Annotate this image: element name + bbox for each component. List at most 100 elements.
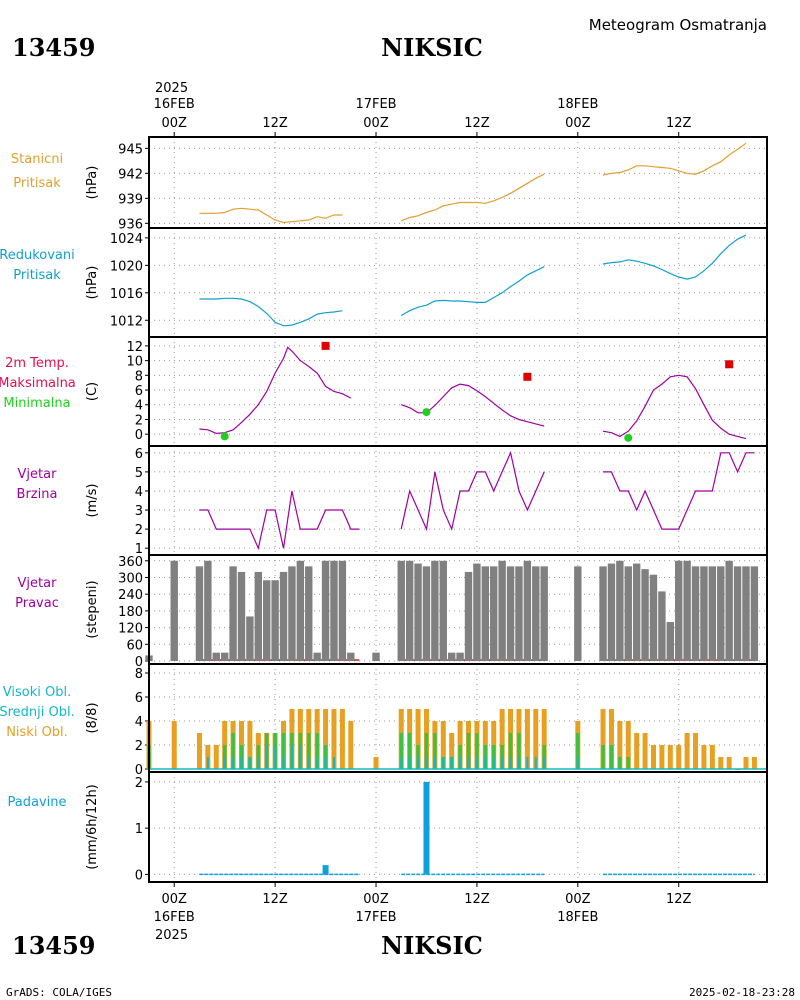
bar (616, 560, 624, 661)
y-axis-label: (stepeni) (85, 580, 100, 638)
panel-frame (148, 136, 768, 229)
panel-label: Srednji Obl. (0, 705, 75, 720)
series-line (400, 266, 545, 317)
cloud-bar (442, 757, 445, 769)
cloud-bar (492, 757, 495, 769)
series-line (199, 207, 343, 224)
y-tick-label: 12 (126, 340, 143, 355)
y-tick-label: 1 (135, 822, 143, 837)
bar (347, 652, 355, 661)
cloud-bar (693, 733, 699, 769)
bar (305, 566, 313, 661)
bar (296, 560, 305, 661)
footer-right: 2025-02-18-23:28 (689, 986, 795, 999)
cloud-bar (433, 733, 437, 769)
series-line (199, 490, 360, 551)
tmax-marker (321, 341, 330, 350)
cloud-bar (171, 721, 177, 769)
cloud-bar (601, 745, 605, 769)
bar (170, 560, 178, 661)
cloud-bar (484, 757, 487, 769)
bar (641, 569, 649, 661)
top-date-label: 16FEB (154, 97, 195, 112)
cloud-bar (541, 709, 547, 769)
bar (490, 566, 498, 661)
y-tick-label: 8 (135, 667, 143, 682)
tmin-marker (220, 432, 229, 441)
y-axis-label: (8/8) (85, 702, 100, 733)
y-tick-label: 1016 (110, 287, 143, 302)
cloud-bar (307, 733, 311, 769)
bar (750, 566, 759, 661)
cloud-bar (315, 733, 319, 769)
cloud-bar (743, 757, 749, 769)
bar (481, 566, 490, 661)
bar (220, 652, 229, 661)
y-tick-label: 60 (126, 638, 143, 653)
bar (254, 571, 263, 661)
bar (279, 571, 288, 661)
bar (330, 560, 338, 661)
y-tick-label: 1020 (110, 259, 143, 274)
bar (414, 563, 422, 661)
panel-2: 1012 1016 1020 1024 (hPa) Redukovani Pritisak (0, 227, 768, 338)
bar (532, 566, 540, 661)
cloud-bar (617, 721, 623, 769)
bar (372, 652, 380, 661)
bottom-date-label: 16FEB (154, 910, 195, 925)
cloud-bar (316, 757, 319, 769)
y-tick-label: 360 (118, 555, 143, 570)
panel-label: Pritisak (13, 268, 61, 283)
bar (473, 563, 481, 661)
cloud-bar (373, 757, 379, 769)
bar (263, 580, 271, 661)
bar (212, 652, 220, 661)
cloud-bar (517, 757, 520, 769)
top-hour-label: 12Z (262, 116, 288, 131)
bar (666, 622, 675, 661)
cloud-bar (618, 757, 622, 769)
panel-label: 2m Temp. (5, 356, 69, 371)
tmax-marker (523, 372, 532, 381)
series-line (199, 297, 343, 327)
cloud-bar (676, 745, 682, 769)
cloud-bar (499, 709, 505, 769)
top-date-label: 17FEB (355, 97, 396, 112)
cloud-bar (399, 733, 403, 769)
y-tick-label: 6 (135, 691, 143, 706)
cloud-bar (307, 757, 310, 769)
cloud-bar (508, 733, 513, 769)
cloud-bar (339, 709, 345, 769)
bar (700, 566, 708, 661)
y-tick-label: 2 (135, 776, 143, 791)
panel-7: 0 1 2 (mm/6h/12h) Padavine (8, 771, 768, 883)
cloud-bar (248, 757, 251, 769)
tmax-marker (725, 360, 734, 369)
cloud-bar (331, 709, 337, 769)
cloud-bar (642, 733, 648, 769)
bar (708, 566, 717, 661)
bottom-time-axis: 16FEB 17FEB 18FEB 00Z 12Z 00Z 12Z 00Z 12Z (154, 882, 692, 925)
cloud-bar (466, 733, 471, 769)
panel-label: Brzina (17, 487, 58, 502)
y-tick-label: 0 (135, 868, 143, 883)
bar (322, 865, 329, 875)
bar (691, 566, 700, 661)
bar (229, 566, 237, 661)
bar (439, 560, 447, 661)
cloud-bar (650, 745, 656, 769)
top-hour-label: 12Z (464, 116, 490, 131)
bar (288, 566, 296, 661)
station-name-bottom: NIKSIC (381, 931, 483, 960)
bar (717, 566, 725, 661)
bar (338, 560, 347, 661)
y-tick-label: 10 (126, 355, 143, 370)
cloud-bar (517, 733, 521, 769)
top-hour-label: 00Z (161, 116, 187, 131)
cloud-bar (726, 757, 732, 769)
cloud-bar (281, 733, 286, 769)
cloud-bar (449, 733, 455, 769)
y-tick-label: 1012 (110, 314, 143, 329)
y-tick-label: 0 (135, 428, 143, 443)
